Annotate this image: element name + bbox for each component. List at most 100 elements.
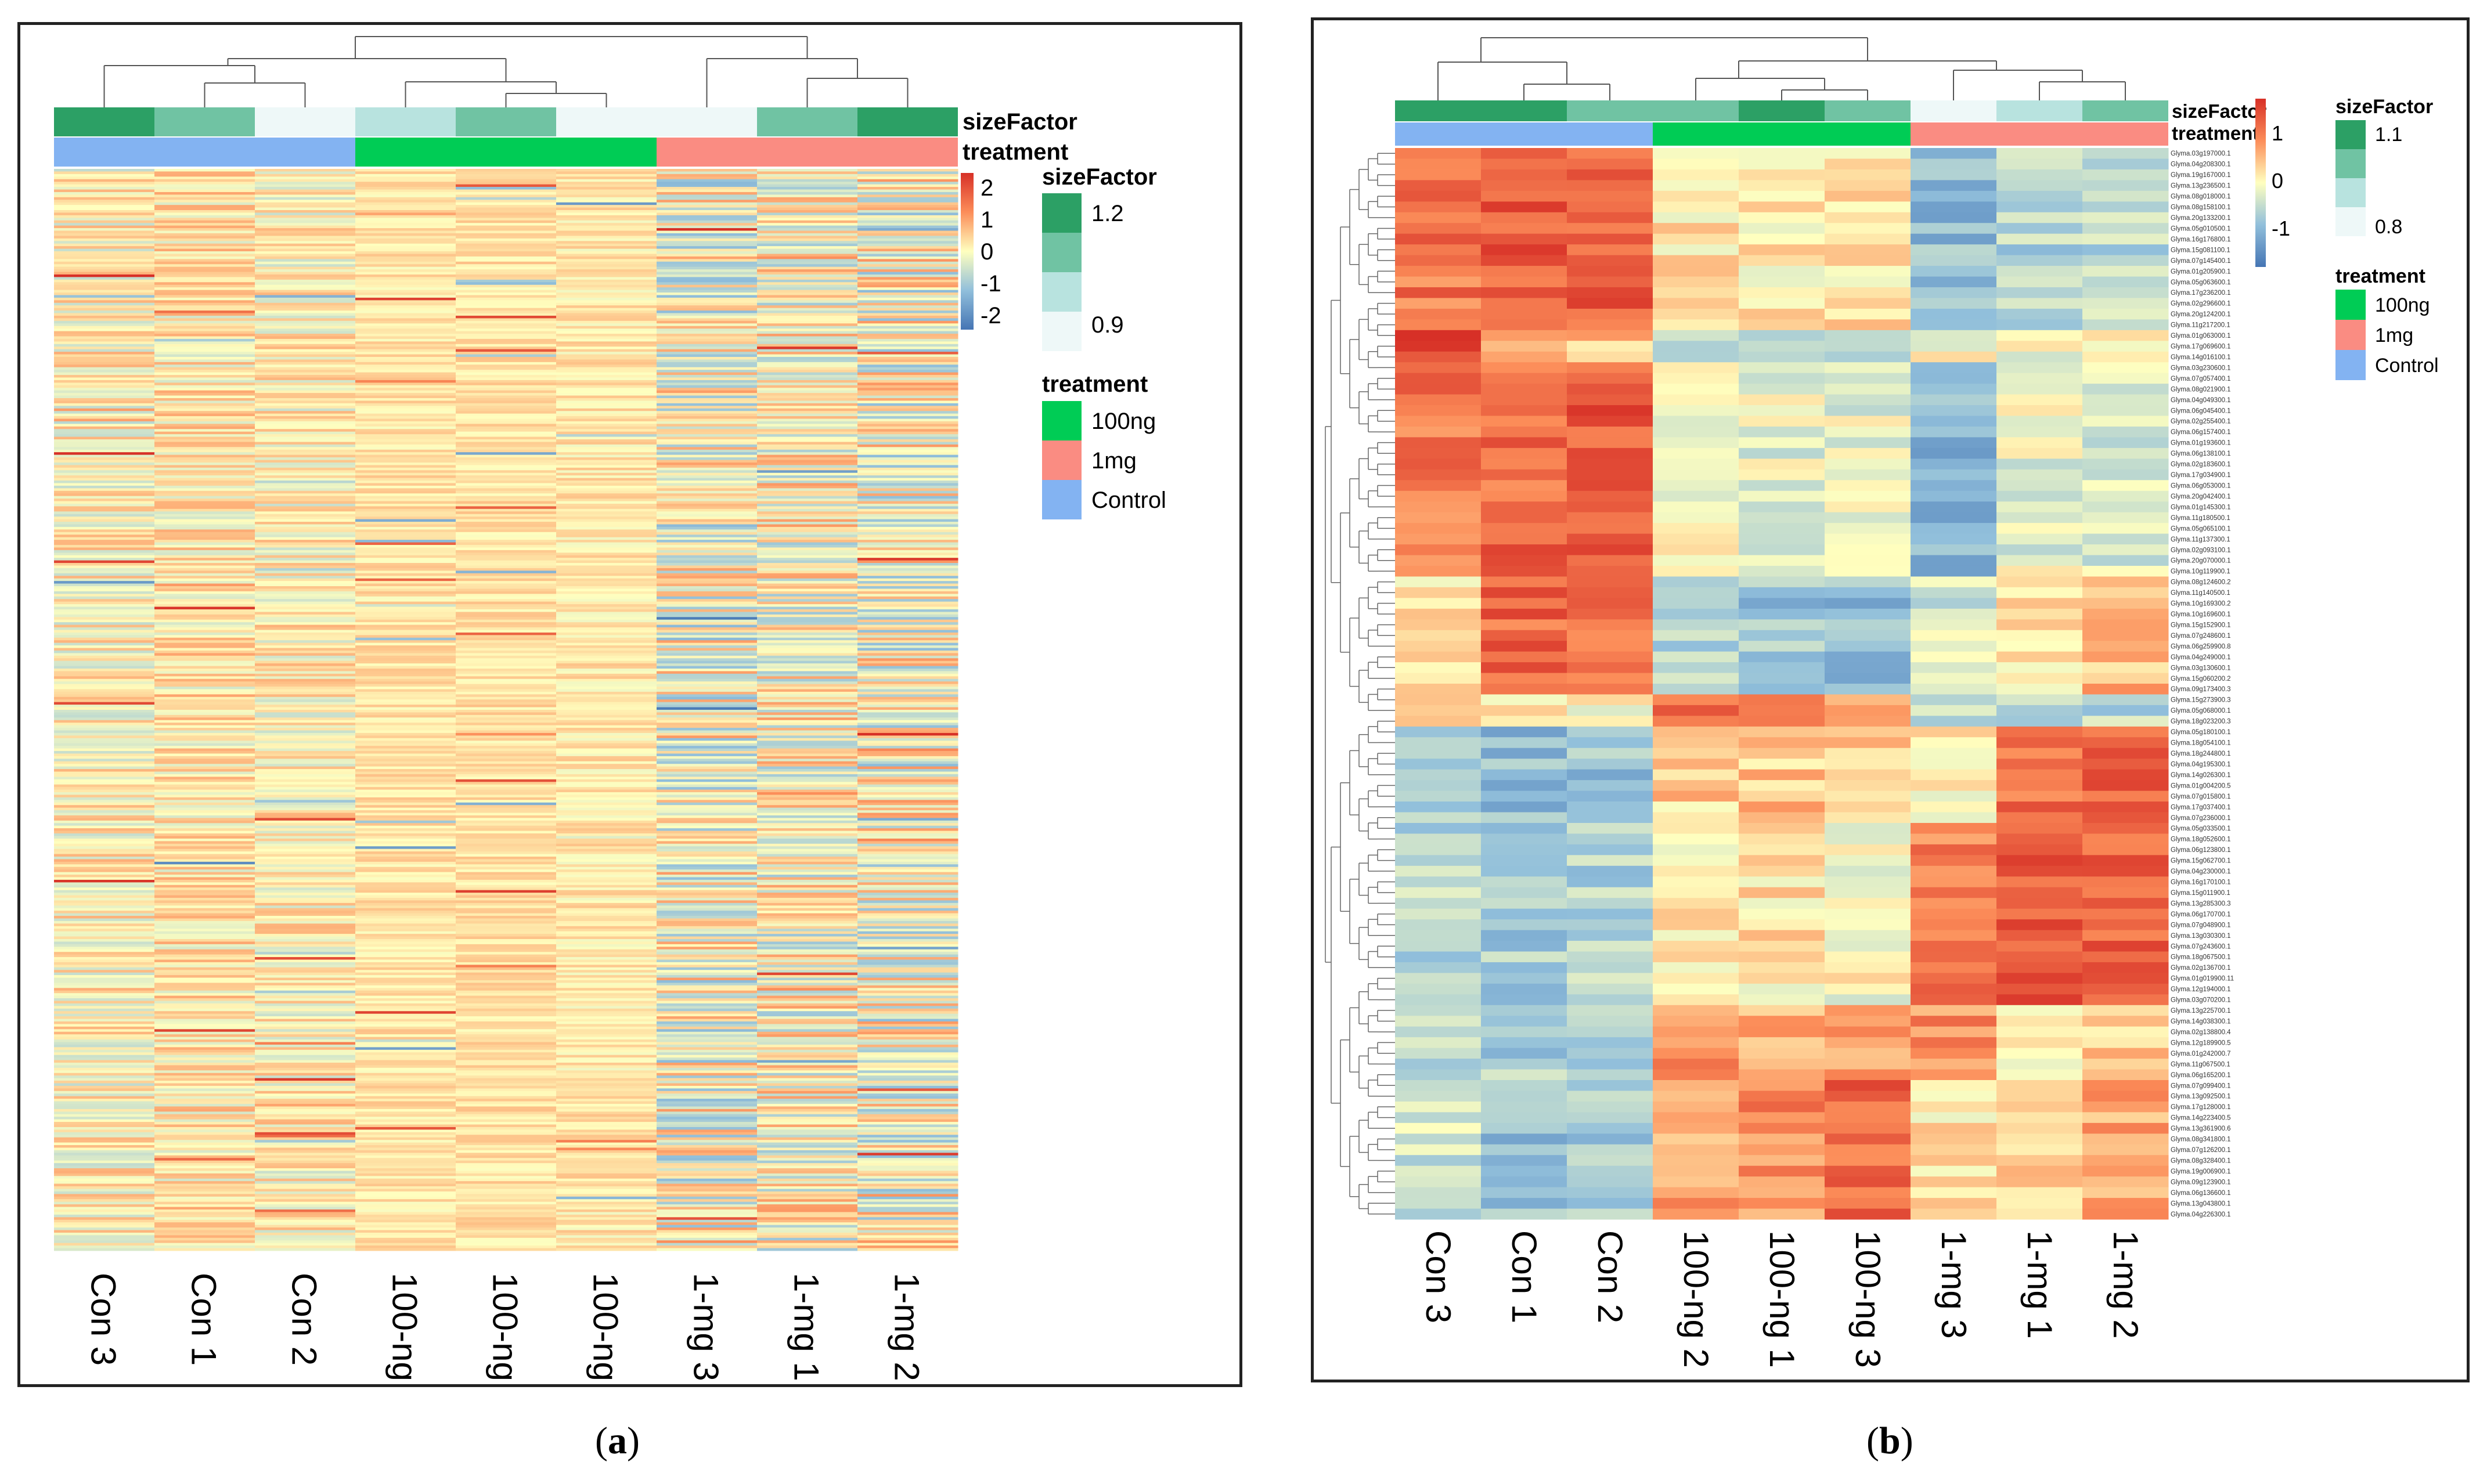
heatmap-a-cell — [757, 388, 858, 391]
heatmap-a-cell — [556, 1189, 657, 1192]
heatmap-a-cell — [757, 617, 858, 620]
heatmap-a-cell — [456, 349, 557, 352]
colorbar-tick-label: 2 — [981, 175, 993, 201]
heatmap-a-cell — [355, 823, 456, 826]
heatmap-a-cell — [355, 194, 456, 198]
heatmap-a-cell — [255, 1204, 356, 1207]
heatmap-a-cell — [757, 344, 858, 347]
heatmap-a-cell — [556, 506, 657, 510]
heatmap-a-cell — [154, 431, 255, 435]
heatmap-a-cell — [657, 287, 758, 290]
heatmap-a-cell — [657, 792, 758, 795]
heatmap-b-cell — [1996, 1037, 2083, 1049]
heatmap-a-cell — [54, 248, 155, 252]
heatmap-a-cell — [456, 403, 557, 406]
heatmap-b-cell — [2082, 1069, 2169, 1081]
heatmap-a-cell — [757, 287, 858, 290]
heatmap-b-cell — [1739, 330, 1825, 341]
heatmap-a-cell — [757, 511, 858, 515]
heatmap-a-cell — [255, 918, 356, 922]
heatmap-a-cell — [556, 254, 657, 257]
heatmap-a-cell — [456, 1140, 557, 1143]
heatmap-a-cell — [556, 911, 657, 914]
heatmap-b-cell — [2082, 533, 2169, 545]
heatmap-a-cell — [757, 714, 858, 718]
heatmap-a-cell — [857, 416, 958, 419]
heatmap-a-cell — [456, 712, 557, 716]
heatmap-b-cell — [1911, 694, 1997, 706]
heatmap-a-cell — [54, 1165, 155, 1169]
heatmap-a-cell — [54, 802, 155, 806]
heatmap-a-cell — [154, 212, 255, 216]
heatmap-a-cell — [556, 795, 657, 798]
heatmap-a-cell — [657, 949, 758, 952]
heatmap-b-cell — [1567, 1005, 1653, 1016]
heatmap-b-cell — [1653, 1198, 1739, 1209]
heatmap-a-cell — [556, 1057, 657, 1060]
heatmap-a-cell — [657, 418, 758, 422]
heatmap-a-cell — [456, 1248, 557, 1251]
heatmap-b-cell — [1996, 790, 2083, 802]
heatmap-a-cell — [857, 362, 958, 365]
heatmap-a-cell — [556, 990, 657, 994]
heatmap-b-cell — [1653, 458, 1739, 470]
heatmap-a-cell — [757, 354, 858, 358]
heatmap-a-cell — [757, 947, 858, 950]
heatmap-a-cell — [757, 828, 858, 831]
heatmap-b-cell — [1911, 641, 1997, 652]
heatmap-a-cell — [657, 642, 758, 646]
heatmap-b-cell — [1567, 469, 1653, 481]
heatmap-a-cell — [757, 197, 858, 200]
heatmap-a-cell — [154, 1194, 255, 1197]
heatmap-a-cell — [355, 671, 456, 674]
heatmap-a-cell — [456, 1199, 557, 1203]
heatmap-a-cell — [456, 192, 557, 195]
heatmap-a-cell — [857, 380, 958, 383]
heatmap-a-cell — [154, 1034, 255, 1038]
heatmap-a-cell — [657, 952, 758, 955]
heatmap-a-cell — [154, 1189, 255, 1192]
heatmap-b-cell — [1395, 533, 1482, 545]
heatmap-b-cell — [1567, 790, 1653, 802]
heatmap-a-cell — [757, 269, 858, 272]
heatmap-a-cell — [556, 560, 657, 564]
heatmap-a-cell — [556, 290, 657, 293]
heatmap-a-cell — [355, 382, 456, 386]
heatmap-a-cell — [857, 318, 958, 322]
heatmap-a-cell — [657, 189, 758, 193]
heatmap-a-cell — [556, 841, 657, 844]
heatmap-a-cell — [857, 1248, 958, 1251]
heatmap-a-cell — [154, 496, 255, 499]
heatmap-a-cell — [154, 1117, 255, 1120]
heatmap-a-cell — [255, 1248, 356, 1251]
heatmap-b-cell — [2082, 576, 2169, 588]
heatmap-a-cell — [757, 627, 858, 630]
heatmap-a-cell — [456, 511, 557, 515]
heatmap-a-cell — [54, 761, 155, 764]
heatmap-a-cell — [154, 236, 255, 239]
heatmap-b-cell — [1481, 287, 1567, 298]
heatmap-a-cell — [657, 1196, 758, 1200]
heatmap-a-cell — [355, 949, 456, 952]
heatmap-a-cell — [154, 192, 255, 195]
heatmap-b-cell — [2082, 898, 2169, 909]
heatmap-a-cell — [54, 1049, 155, 1053]
heatmap-b-cell — [1567, 865, 1653, 877]
heatmap-b-cell — [1481, 865, 1567, 877]
heatmap-a-cell — [657, 344, 758, 347]
heatmap-a-cell — [54, 581, 155, 584]
heatmap-b-cell — [1567, 416, 1653, 427]
heatmap-a-cell — [54, 838, 155, 842]
heatmap-a-cell — [657, 1214, 758, 1218]
heatmap-a-cell — [355, 805, 456, 808]
heatmap-a-cell — [857, 985, 958, 988]
heatmap-a-cell — [456, 313, 557, 316]
heatmap-a-cell — [54, 398, 155, 401]
heatmap-a-cell — [757, 467, 858, 471]
heatmap-b-cell — [1653, 1048, 1739, 1059]
heatmap-a-cell — [757, 851, 858, 854]
heatmap-a-cell — [54, 1158, 155, 1161]
heatmap-b-cell — [1911, 673, 1997, 684]
heatmap-a-cell — [757, 264, 858, 268]
heatmap-b-cell — [1739, 201, 1825, 213]
